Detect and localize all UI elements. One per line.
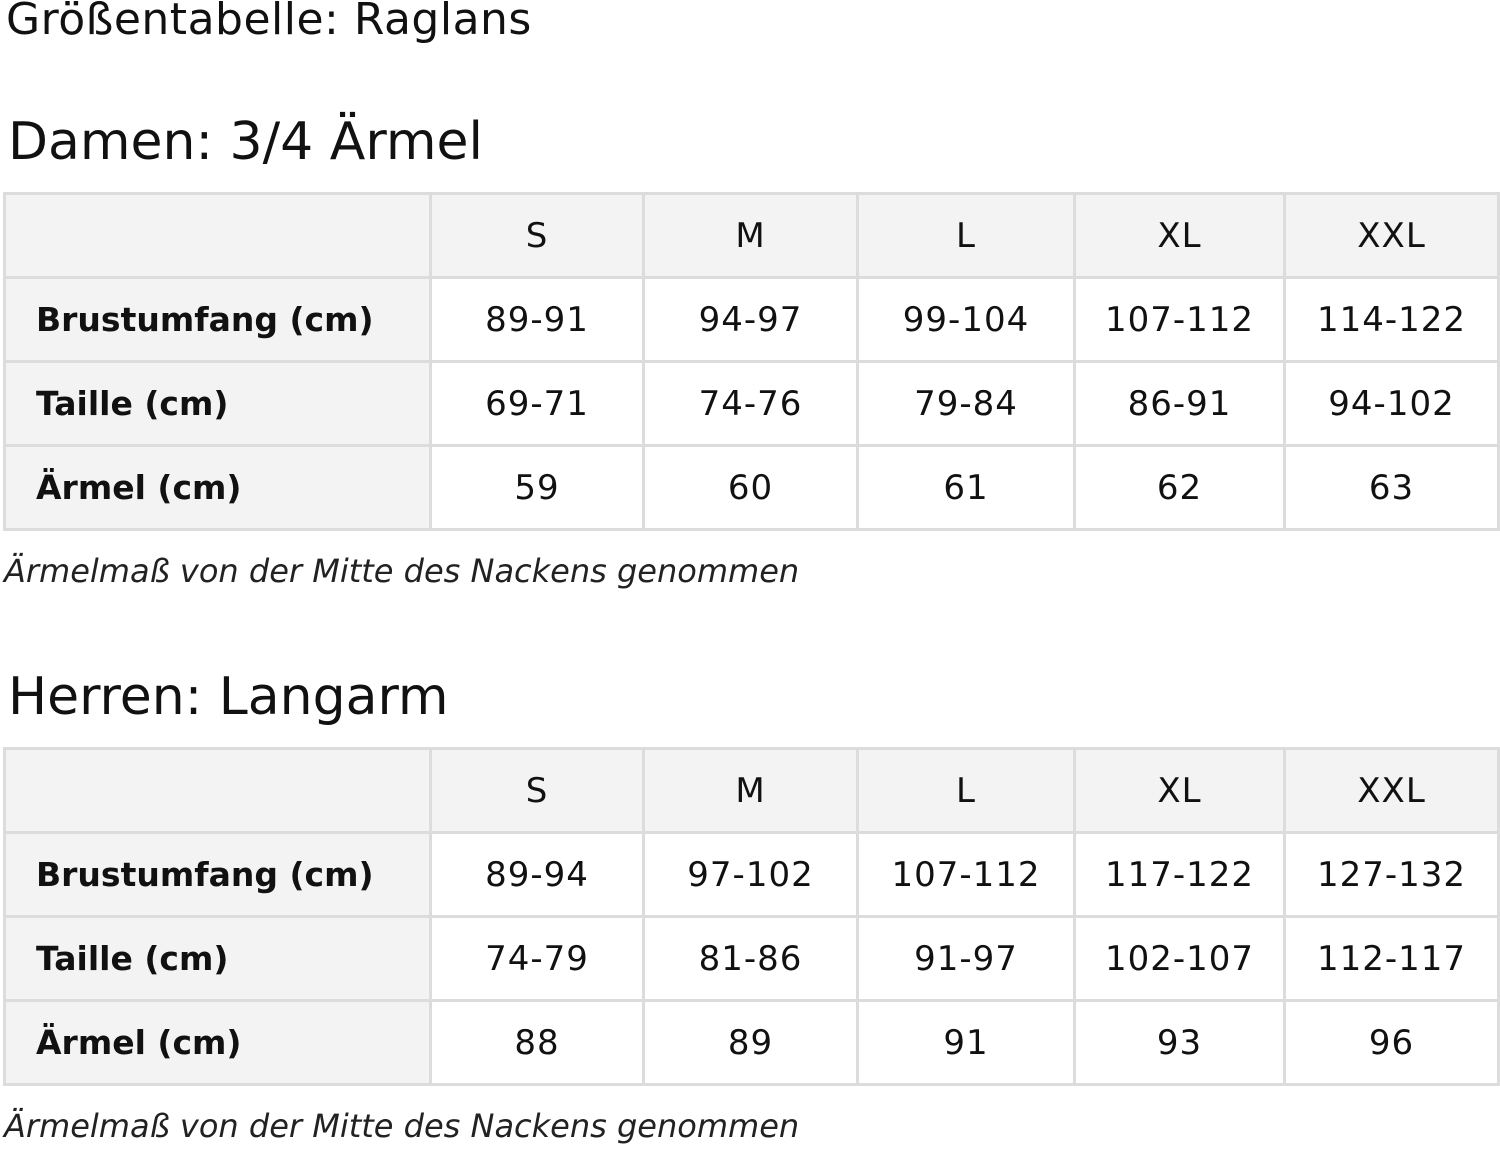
table-cell: 99-104 [856,276,1076,363]
footnote: Ärmelmaß von der Mitte des Nackens genom… [4,552,800,590]
size-header: S [429,747,645,834]
corner-cell [3,192,432,279]
table-cell: 74-76 [642,360,859,447]
size-header: L [856,192,1076,279]
table-row: Taille (cm) 69-71 74-76 79-84 86-91 94-102 [3,360,1500,447]
table-row: Ärmel (cm) 59 60 61 62 63 [3,444,1500,531]
table-cell: 81-86 [642,915,859,1002]
table-cell: 117-122 [1073,831,1286,918]
table-cell: 107-112 [856,831,1076,918]
table-cell: 107-112 [1073,276,1286,363]
table-cell: 62 [1073,444,1286,531]
footnote: Ärmelmaß von der Mitte des Nackens genom… [4,1107,800,1145]
page-title: Größentabelle: Raglans [6,0,532,45]
table-cell: 61 [856,444,1076,531]
table-cell: 89-94 [429,831,645,918]
table-cell: 127-132 [1283,831,1500,918]
table-cell: 91 [856,999,1076,1086]
size-header: S [429,192,645,279]
table-cell: 79-84 [856,360,1076,447]
table-cell: 89-91 [429,276,645,363]
table-cell: 63 [1283,444,1500,531]
corner-cell [3,747,432,834]
size-table: S M L XL XXL Brustumfang (cm) 89-94 97-102 107-1… [3,747,1500,1086]
table-row: Brustumfang (cm) 89-91 94-97 99-104 107-112 1… [3,276,1500,363]
table-cell: 96 [1283,999,1500,1086]
table-cell: 97-102 [642,831,859,918]
table-cell: 94-102 [1283,360,1500,447]
header-row: S M L XL XXL [3,192,1500,279]
size-header: M [642,192,859,279]
row-label: Ärmel (cm) [3,444,432,531]
table-cell: 102-107 [1073,915,1286,1002]
row-label: Brustumfang (cm) [3,276,432,363]
table-cell: 69-71 [429,360,645,447]
size-header: M [642,747,859,834]
size-header: XL [1073,747,1286,834]
section-heading: Damen: 3/4 Ärmel [8,112,483,172]
size-table: S M L XL XXL Brustumfang (cm) 89-91 94-97 99-104… [3,192,1500,531]
table-cell: 74-79 [429,915,645,1002]
section-heading: Herren: Langarm [8,667,449,727]
table-cell: 86-91 [1073,360,1286,447]
table-row: Taille (cm) 74-79 81-86 91-97 102-107 112-117 [3,915,1500,1002]
table-cell: 88 [429,999,645,1086]
row-label: Ärmel (cm) [3,999,432,1086]
table-cell: 89 [642,999,859,1086]
size-header: L [856,747,1076,834]
row-label: Taille (cm) [3,360,432,447]
size-header: XL [1073,192,1286,279]
size-header: XXL [1283,192,1500,279]
table-cell: 94-97 [642,276,859,363]
size-header: XXL [1283,747,1500,834]
table-cell: 93 [1073,999,1286,1086]
table-cell: 59 [429,444,645,531]
table-cell: 91-97 [856,915,1076,1002]
table-cell: 112-117 [1283,915,1500,1002]
header-row: S M L XL XXL [3,747,1500,834]
table-row: Ärmel (cm) 88 89 91 93 96 [3,999,1500,1086]
row-label: Taille (cm) [3,915,432,1002]
table-cell: 114-122 [1283,276,1500,363]
row-label: Brustumfang (cm) [3,831,432,918]
table-cell: 60 [642,444,859,531]
table-row: Brustumfang (cm) 89-94 97-102 107-112 117-12… [3,831,1500,918]
